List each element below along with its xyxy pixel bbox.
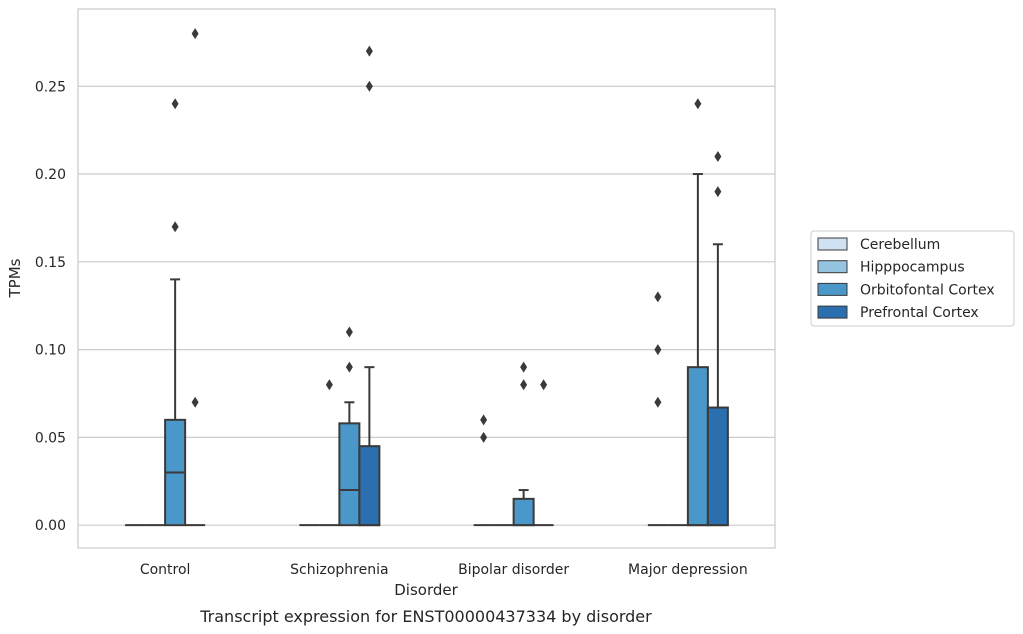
boxes <box>125 28 729 527</box>
outlier-point <box>345 326 353 338</box>
box-orbitofontal-cortex <box>686 98 709 527</box>
x-tick-label: Control <box>140 562 191 578</box>
y-tick-label: 0.15 <box>35 255 66 271</box>
box-body <box>338 422 361 527</box>
box-orbitofontal-cortex <box>338 326 361 527</box>
outlier-point <box>654 344 662 356</box>
box-prefrontal-cortex <box>185 28 206 527</box>
legend-label: Hipppocampus <box>860 260 965 276</box>
legend-swatch <box>817 260 848 274</box>
legend-swatch <box>817 305 848 319</box>
box-prefrontal-cortex <box>533 379 554 527</box>
outlier-point <box>520 361 528 373</box>
outlier-point <box>365 45 373 57</box>
y-tick-label: 0.00 <box>35 518 66 534</box>
box-cerebellum <box>647 291 668 527</box>
outlier-point <box>171 98 179 110</box>
legend-label: Orbitofontal Cortex <box>860 282 995 298</box>
outlier-point <box>480 414 488 426</box>
outlier-point <box>365 80 373 92</box>
outlier-point <box>191 28 199 40</box>
x-axis-label: Disorder <box>394 581 458 599</box>
outlier-point <box>171 221 179 233</box>
legend-swatch <box>817 237 848 251</box>
x-tick-labels: Control Schizophrenia Bipolar disorder Majo… <box>140 562 748 578</box>
legend-frame <box>810 230 1015 327</box>
legend-label: Prefrontal Cortex <box>860 305 979 321</box>
box-prefrontal-cortex <box>706 150 729 527</box>
x-tick-label: Schizophrenia <box>290 562 388 578</box>
outlier-point <box>654 396 662 408</box>
y-tick-label: 0.05 <box>35 430 66 446</box>
outlier-point <box>345 361 353 373</box>
outlier-point <box>714 186 722 198</box>
box-orbitofontal-cortex <box>164 98 187 527</box>
outlier-point <box>191 396 199 408</box>
y-axis-label: TPMs <box>6 258 24 298</box>
box-cerebellum <box>473 414 494 527</box>
legend-swatch <box>817 282 848 296</box>
outlier-point <box>480 431 488 443</box>
outlier-point <box>714 150 722 162</box>
box-orbitofontal-cortex <box>512 361 535 527</box>
box-hipppocampus <box>319 379 340 527</box>
x-tick-label: Major depression <box>628 562 748 578</box>
box-body <box>706 406 729 527</box>
box-body <box>358 445 381 527</box>
box-body <box>686 366 709 527</box>
chart-caption: Transcript expression for ENST0000043733… <box>199 607 652 626</box>
outlier-point <box>540 379 548 391</box>
legend-label: Cerebellum <box>860 237 940 253</box>
box-body <box>512 497 535 527</box>
box-prefrontal-cortex <box>358 45 381 527</box>
outlier-point <box>654 291 662 303</box>
outlier-point <box>325 379 333 391</box>
y-tick-label: 0.25 <box>35 79 66 95</box>
y-tick-label: 0.20 <box>35 167 66 183</box>
y-tick-label: 0.10 <box>35 343 66 359</box>
x-tick-label: Bipolar disorder <box>458 562 569 578</box>
y-tick-labels: 0.00 0.05 0.10 0.15 0.20 0.25 <box>35 79 66 534</box>
outlier-point <box>520 379 528 391</box>
plot-frame <box>77 8 776 549</box>
outlier-point <box>694 98 702 110</box>
legend: Cerebellum Hipppocampus Orbitofontal Corte… <box>810 230 1015 327</box>
